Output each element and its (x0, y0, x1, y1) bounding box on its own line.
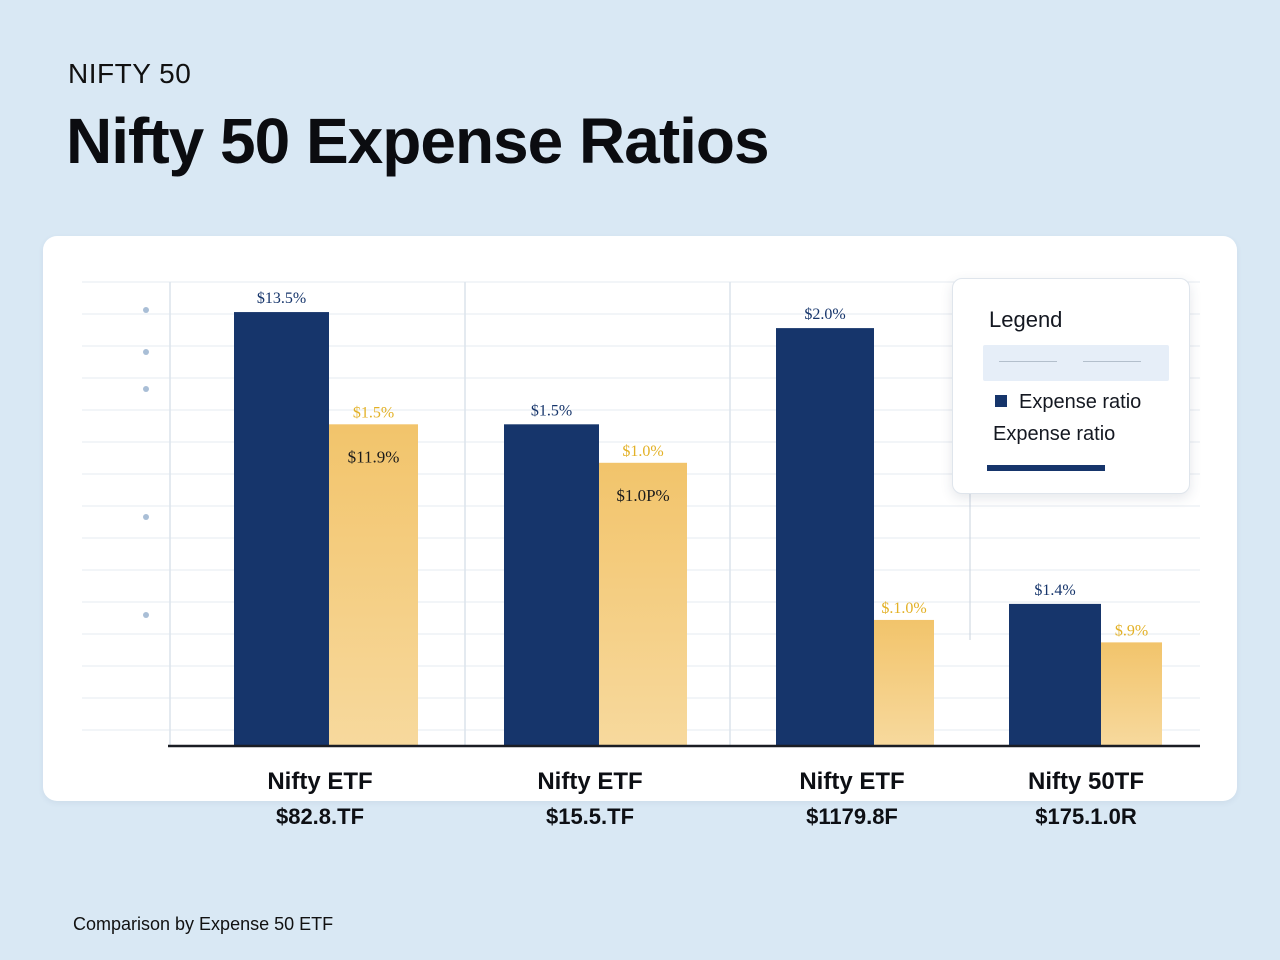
data-label: $1.5% (353, 404, 394, 421)
bar-gold (329, 424, 418, 745)
category-value: $1179.8F (806, 804, 898, 829)
legend-swatch (995, 395, 1007, 407)
category-label-1: Nifty ETF $82.8.TF (220, 768, 420, 830)
category-value: $175.1.0R (1035, 804, 1137, 829)
data-label: $13.5% (257, 290, 306, 307)
legend-item-expense-ratio: Expense ratio (995, 391, 1141, 414)
category-label-2: Nifty ETF $15.5.TF (490, 768, 690, 830)
legend-line-swatch (987, 465, 1105, 471)
axis-tick-dot (143, 349, 149, 355)
bar-gold (599, 462, 687, 745)
data-label: $1.0% (622, 443, 663, 460)
category-name: Nifty ETF (537, 768, 643, 795)
data-label: $.9% (1115, 622, 1148, 639)
legend-header-bar (983, 345, 1169, 381)
category-label-3: Nifty ETF $1179.8F (752, 768, 952, 830)
chart-title: Nifty 50 Expense Ratios (66, 105, 770, 177)
chart-caption: Comparison by Expense 50 ETF (73, 914, 334, 934)
bar-navy (1009, 603, 1101, 745)
data-label: $.1.0% (881, 600, 926, 617)
axis-tick-dot (143, 514, 149, 520)
chart-kicker: NIFTY 50 (68, 58, 192, 89)
legend: Legend Expense ratio Expense ratio (952, 278, 1190, 494)
data-label: $2.0% (804, 306, 845, 323)
axis-tick-dot (143, 307, 149, 313)
category-value: $82.8.TF (275, 804, 365, 829)
data-label: $1.5% (531, 402, 572, 419)
category-name: Nifty 50TF (1027, 768, 1144, 795)
bar-navy (504, 424, 599, 745)
category-label-4: Nifty 50TF $175.1.0R (986, 768, 1186, 830)
legend-dash (999, 361, 1057, 362)
axis-tick-dot (143, 612, 149, 618)
category-value: $15.5.TF (545, 804, 635, 829)
bar-navy (776, 328, 874, 745)
legend-dash (1083, 361, 1141, 362)
axis-tick-dot (143, 386, 149, 392)
legend-item-label: Expense ratio (1019, 391, 1142, 413)
category-name: Nifty ETF (799, 768, 905, 795)
category-name: Nifty ETF (267, 768, 373, 795)
legend-title: Legend (989, 307, 1063, 332)
data-label: $1.4% (1034, 582, 1075, 599)
data-label-inner: $11.9% (348, 447, 400, 466)
bar-gold (1101, 642, 1162, 745)
bar-gold (874, 619, 934, 745)
bar-navy (234, 312, 329, 745)
legend-item-label-secondary: Expense ratio (993, 423, 1116, 445)
data-label-inner: $1.0P% (616, 486, 669, 505)
